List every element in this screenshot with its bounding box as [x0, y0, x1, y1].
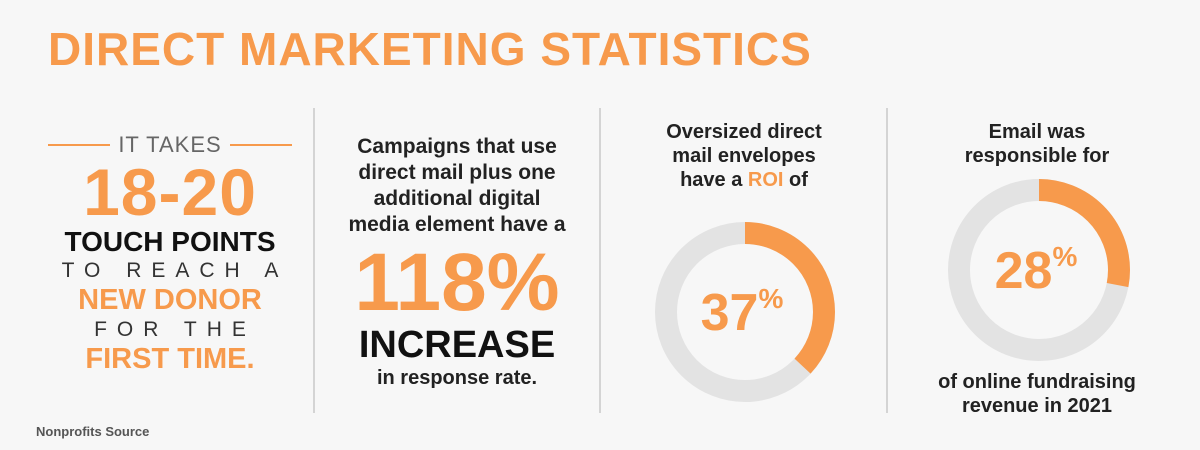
new-donor-label: NEW DONOR: [78, 284, 262, 316]
email-bottom-year: 2021: [1067, 395, 1113, 417]
campaign-text-1: Campaigns that use: [357, 135, 557, 158]
email-percent-sign: %: [1052, 241, 1077, 272]
email-caption-1: Email was: [988, 121, 1086, 143]
source-credit: Nonprofits Source: [36, 424, 150, 439]
increase-label: INCREASE: [358, 324, 556, 366]
roi-donut-arc: [655, 222, 835, 402]
lead-text: IT TAKES: [118, 132, 222, 157]
roi-caption-post: of: [789, 169, 808, 191]
roi-caption-3: have a ROI of: [604, 168, 884, 192]
panel-email: Email was responsible for: [892, 120, 1182, 168]
campaign-text-2: direct mail plus one: [358, 161, 556, 184]
email-value-label: 28: [995, 242, 1053, 300]
campaign-text-3: additional digital: [373, 187, 541, 210]
roi-percent-sign: %: [758, 283, 783, 314]
page-title: DIRECT MARKETING STATISTICS: [48, 23, 812, 75]
roi-value-label: 37: [701, 284, 759, 342]
email-donut-chart: 28%: [948, 179, 1130, 361]
roi-caption-pre: have a: [680, 169, 743, 191]
svg-text:28%: 28%: [995, 241, 1078, 300]
roi-highlight: ROI: [747, 169, 784, 191]
lead-rule-right: [229, 144, 292, 146]
first-time-label: FIRST TIME.: [85, 343, 255, 375]
email-caption-2: responsible for: [964, 145, 1110, 167]
campaign-text-4: media element have a: [348, 213, 566, 236]
roi-caption-2: mail envelopes: [672, 145, 816, 167]
touch-points-label: TOUCH POINTS: [64, 226, 276, 257]
increase-percent: 118%: [354, 237, 560, 328]
to-reach-label: TO REACH A: [61, 259, 289, 282]
divider-2: [599, 108, 601, 413]
panel-touch-points: IT TAKES 18-20 TOUCH POINTS TO REACH A N…: [40, 132, 300, 376]
response-rate-text: in response rate.: [376, 367, 538, 389]
email-bottom-1: of online fundraising: [938, 371, 1136, 393]
email-bottom-pre: revenue in: [961, 395, 1062, 417]
email-bottom-2: revenue in 2021: [892, 394, 1182, 418]
for-the-label: FOR THE: [94, 318, 256, 341]
roi-donut-chart: 37%: [655, 222, 835, 402]
lead-rule-left: [48, 144, 111, 146]
divider-1: [313, 108, 315, 413]
email-donut-arc: [948, 179, 1130, 361]
panel-response-rate: Campaigns that use direct mail plus one …: [322, 134, 592, 390]
svg-text:37%: 37%: [701, 283, 784, 342]
panel-roi: Oversized direct mail envelopes have a R…: [604, 120, 884, 192]
lead-row: IT TAKES: [40, 132, 300, 158]
touch-points-range: 18-20: [83, 155, 257, 229]
email-bottom-text: of online fundraising revenue in 2021: [892, 370, 1182, 418]
roi-caption-1: Oversized direct: [666, 121, 822, 143]
divider-3: [886, 108, 888, 413]
